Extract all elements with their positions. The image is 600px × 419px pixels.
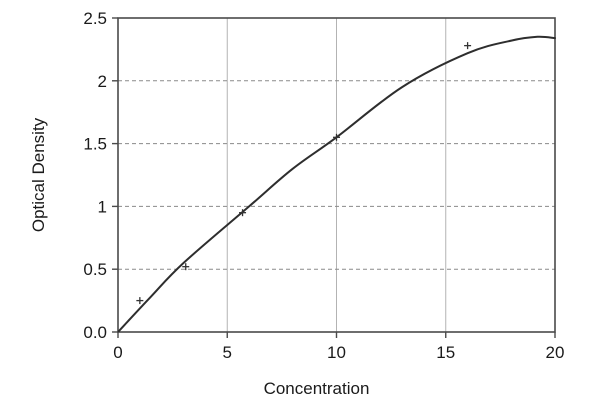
x-axis-title: Concentration — [264, 379, 370, 398]
y-tick-label: 2.5 — [83, 9, 107, 28]
x-tick-label: 10 — [327, 343, 346, 362]
x-tick-label: 20 — [546, 343, 565, 362]
x-tick-label: 5 — [223, 343, 232, 362]
y-tick-label: 1 — [98, 197, 107, 216]
data-series — [117, 35, 556, 333]
data-point-marker — [239, 209, 247, 217]
axis-ticks: 0 5 10 15 20 0.0 0.5 1 1.5 2 2.5 — [83, 9, 564, 362]
y-tick-label: 0.5 — [83, 260, 107, 279]
y-tick-label: 2 — [98, 72, 107, 91]
grid-lines — [118, 18, 555, 332]
data-point-marker — [136, 297, 144, 305]
x-tick-label: 15 — [436, 343, 455, 362]
data-point-marker — [333, 133, 340, 141]
y-tick-label: 1.5 — [83, 135, 107, 154]
y-axis-title: Optical Density — [29, 117, 48, 232]
data-point-marker — [182, 263, 190, 271]
x-tick-label: 0 — [113, 343, 122, 362]
data-point-marker — [464, 42, 472, 50]
y-tick-label: 0.0 — [83, 323, 107, 342]
